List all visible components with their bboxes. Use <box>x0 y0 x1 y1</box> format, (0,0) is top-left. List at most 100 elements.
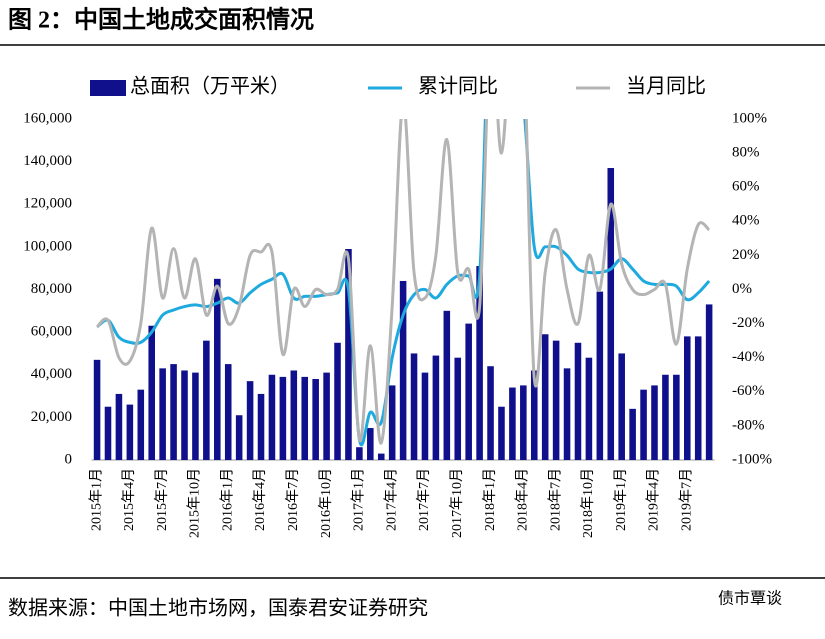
x-tick-label: 2018年10月 <box>580 468 596 538</box>
bar <box>509 387 516 460</box>
bar <box>673 374 680 460</box>
legend-label: 当月同比 <box>626 75 706 98</box>
bar <box>694 336 702 460</box>
y2-tick-label: -60% <box>732 383 765 399</box>
y2-tick-label: -100% <box>732 451 772 467</box>
bar <box>465 323 472 460</box>
bar <box>148 325 155 460</box>
y2-tick-label: 60% <box>732 179 760 195</box>
bar <box>159 368 166 460</box>
bar <box>104 406 112 460</box>
bar <box>552 340 560 460</box>
x-tick-label: 2018年7月 <box>547 468 563 531</box>
x-tick-label: 2019年4月 <box>646 468 662 531</box>
x-tick-label: 2015年1月 <box>88 468 104 531</box>
bar <box>487 366 494 460</box>
bar <box>410 353 418 460</box>
y-tick-label: 60,000 <box>31 324 72 340</box>
line <box>96 119 711 445</box>
y-tick-label: 160,000 <box>23 110 72 126</box>
y-tick-label: 100,000 <box>23 238 72 254</box>
legend-label: 累计同比 <box>418 75 498 98</box>
plot-lines <box>96 119 711 447</box>
x-tick-label: 2018年4月 <box>515 468 531 531</box>
y-tick-label: 0 <box>65 451 73 467</box>
bar <box>443 310 451 460</box>
bar <box>345 249 352 460</box>
bar <box>93 359 101 460</box>
bar <box>377 453 385 460</box>
bar <box>126 404 134 460</box>
bar <box>192 372 199 460</box>
bar <box>530 370 538 460</box>
legend-label: 总面积（万平米） <box>130 75 290 98</box>
x-tick-label: 2017年7月 <box>416 468 432 531</box>
bar <box>662 374 669 460</box>
bar <box>421 372 429 460</box>
x-tick-label: 2016年7月 <box>285 468 301 531</box>
bar <box>498 406 505 460</box>
y-tick-label: 80,000 <box>31 281 72 297</box>
bar <box>432 355 440 460</box>
y-tick-label: 40,000 <box>31 366 72 382</box>
x-tick-label: 2015年7月 <box>154 468 170 531</box>
bar <box>520 385 527 460</box>
bar <box>399 280 407 460</box>
x-tick-label: 2016年10月 <box>318 468 334 538</box>
bar <box>137 389 145 460</box>
legend-swatch <box>90 80 126 96</box>
chart-title: 图 2：中国土地成交面积情况 <box>8 6 314 34</box>
bar <box>640 389 647 460</box>
y2-tick-label: -40% <box>732 349 765 365</box>
bar <box>585 357 593 460</box>
y2-tick-label: 20% <box>732 247 760 263</box>
x-tick-label: 2019年1月 <box>613 468 629 531</box>
x-tick-label: 2016年4月 <box>252 468 268 531</box>
y2-tick-label: 100% <box>732 110 767 126</box>
bar <box>290 370 298 460</box>
y-tick-label: 140,000 <box>23 153 72 169</box>
bar <box>323 372 330 460</box>
bar <box>301 376 309 460</box>
bar <box>115 393 123 460</box>
bar <box>454 357 462 460</box>
bar <box>170 364 177 460</box>
y2-tick-label: 0% <box>732 281 752 297</box>
bar <box>651 385 658 460</box>
bar <box>246 381 254 460</box>
bar <box>388 385 396 460</box>
bar <box>476 266 483 460</box>
bar <box>224 364 232 460</box>
y2-tick-label: -20% <box>732 315 765 331</box>
y2-tick-label: 40% <box>732 213 760 229</box>
bar <box>203 340 210 460</box>
bar <box>618 353 625 460</box>
bar <box>214 278 221 460</box>
bar <box>312 379 319 460</box>
bar <box>574 342 582 460</box>
bar <box>268 374 276 460</box>
bar <box>356 447 363 460</box>
y-tick-label: 20,000 <box>31 409 72 425</box>
bar <box>235 415 243 460</box>
bar <box>541 334 549 460</box>
x-tick-label: 2017年4月 <box>383 468 399 531</box>
bar <box>705 304 713 460</box>
source: 数据来源：中国土地市场网，国泰君安证券研究 <box>8 597 428 620</box>
y2-tick-label: 80% <box>732 145 760 161</box>
x-tick-label: 2015年4月 <box>121 468 137 531</box>
bar <box>596 291 604 460</box>
x-tick-label: 2019年7月 <box>678 468 694 531</box>
bar <box>683 336 691 460</box>
x-tick-label: 2017年10月 <box>449 468 465 538</box>
x-tick-label: 2018年1月 <box>482 468 498 531</box>
bar <box>629 408 636 460</box>
watermark: 债市覃谈 <box>718 590 782 608</box>
bar <box>181 370 188 460</box>
x-tick-label: 2017年1月 <box>351 468 367 531</box>
x-tick-label: 2016年1月 <box>219 468 235 531</box>
y2-tick-label: -80% <box>732 417 765 433</box>
bar <box>607 168 615 461</box>
bar <box>257 393 265 460</box>
